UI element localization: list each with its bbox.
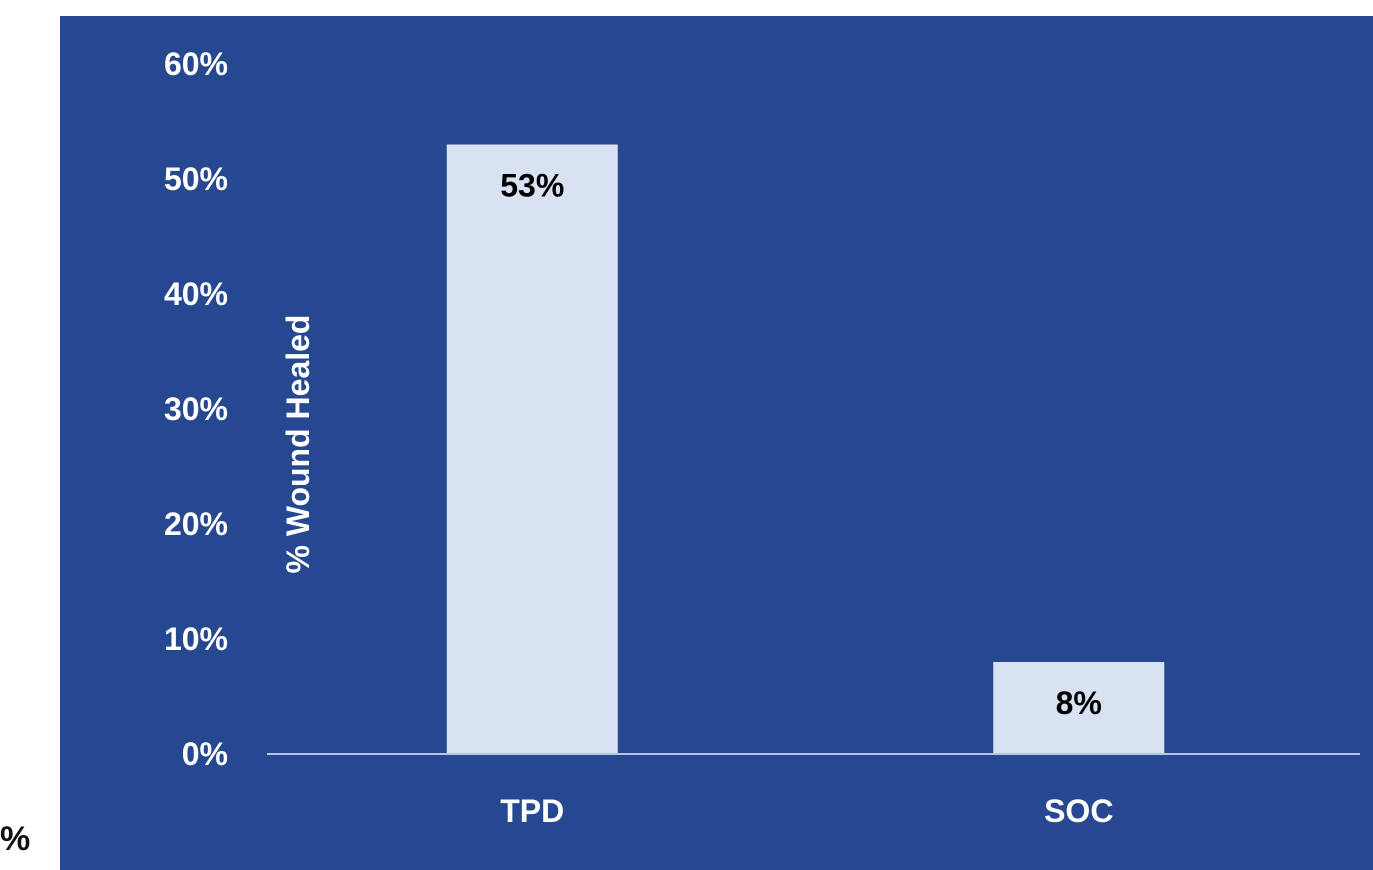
y-tick-label: 10%	[164, 621, 228, 657]
y-tick-label: 0%	[182, 736, 228, 772]
y-tick-label: 60%	[164, 46, 228, 82]
x-axis-categories: TPD SOC	[500, 793, 1113, 829]
stray-percent-glyph: %	[0, 822, 30, 856]
chart-panel: 0% 10% 20% 30% 40% 50% 60% 53% 8% TPD SOC % Woun…	[60, 16, 1373, 870]
x-category-label: TPD	[500, 793, 564, 829]
y-tick-label: 40%	[164, 276, 228, 312]
y-tick-label: 30%	[164, 391, 228, 427]
bar-tpd	[447, 145, 618, 755]
data-label: 53%	[500, 168, 564, 204]
y-axis-title: % Wound Healed	[280, 315, 316, 574]
y-tick-label: 50%	[164, 161, 228, 197]
y-tick-label: 20%	[164, 506, 228, 542]
y-axis-ticks: 0% 10% 20% 30% 40% 50% 60%	[164, 46, 228, 772]
data-label: 8%	[1056, 685, 1102, 721]
bars	[447, 145, 1165, 755]
bar-chart: 0% 10% 20% 30% 40% 50% 60% 53% 8% TPD SOC % Woun…	[60, 16, 1373, 870]
x-category-label: SOC	[1044, 793, 1113, 829]
